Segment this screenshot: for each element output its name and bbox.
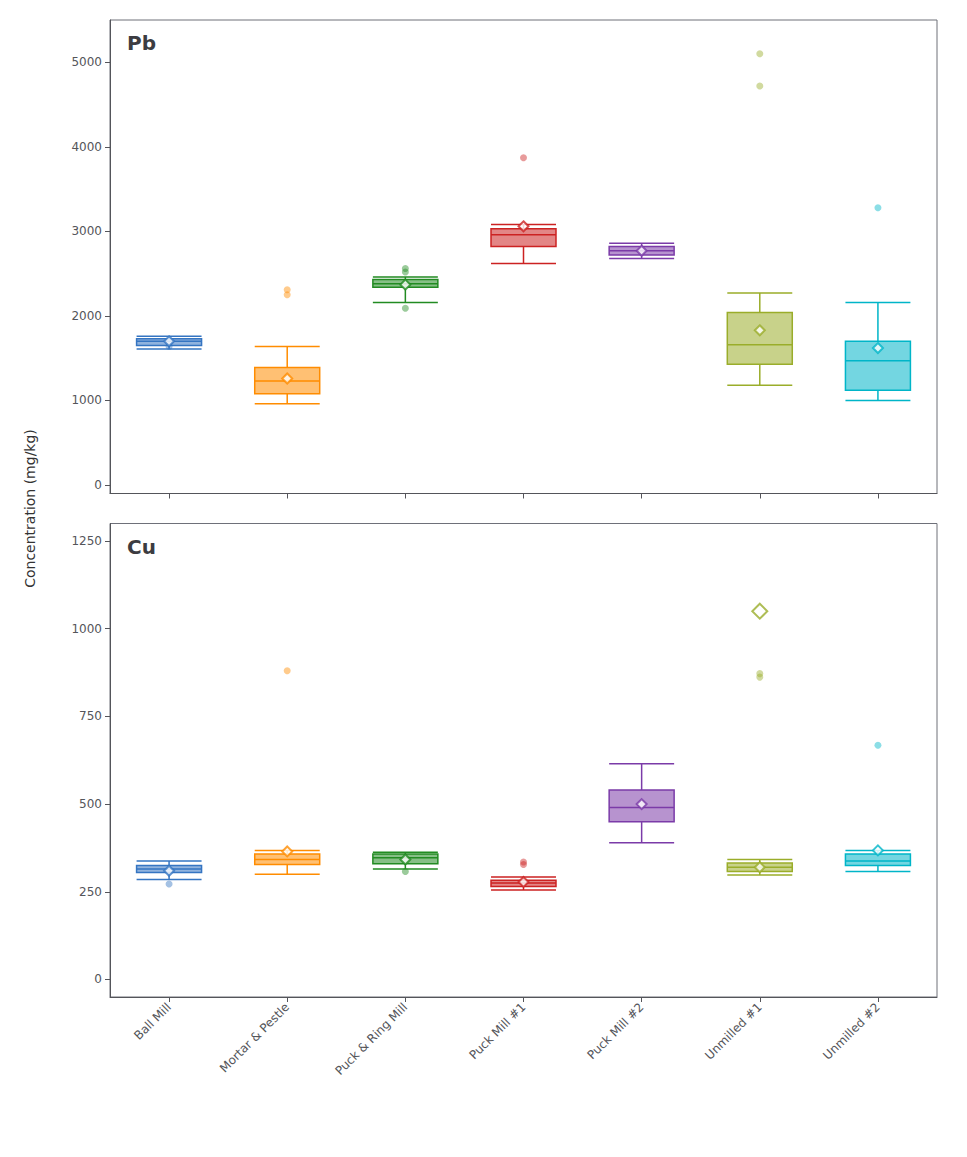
svg-text:Concentration (mg/kg): Concentration (mg/kg) — [22, 429, 38, 588]
svg-text:Ball Mill: Ball Mill — [131, 1000, 174, 1043]
svg-text:0: 0 — [94, 478, 102, 492]
svg-text:Mortar & Pestle: Mortar & Pestle — [217, 1000, 292, 1075]
svg-text:4000: 4000 — [71, 140, 102, 154]
svg-text:Pb: Pb — [127, 31, 156, 55]
svg-text:0: 0 — [94, 972, 102, 986]
svg-text:250: 250 — [79, 885, 102, 899]
svg-text:Puck & Ring Mill: Puck & Ring Mill — [332, 1000, 410, 1078]
svg-text:1000: 1000 — [71, 622, 102, 636]
svg-text:Puck Mill #2: Puck Mill #2 — [585, 1000, 647, 1062]
svg-text:Unmilled #2: Unmilled #2 — [820, 1000, 883, 1063]
svg-text:3000: 3000 — [71, 224, 102, 238]
svg-text:2000: 2000 — [71, 309, 102, 323]
svg-text:750: 750 — [79, 709, 102, 723]
svg-text:1000: 1000 — [71, 393, 102, 407]
svg-text:500: 500 — [79, 797, 102, 811]
svg-text:Puck Mill #1: Puck Mill #1 — [466, 1000, 528, 1062]
svg-text:1250: 1250 — [71, 534, 102, 548]
svg-text:5000: 5000 — [71, 55, 102, 69]
svg-text:Cu: Cu — [127, 535, 156, 559]
svg-text:Unmilled #1: Unmilled #1 — [702, 1000, 765, 1063]
